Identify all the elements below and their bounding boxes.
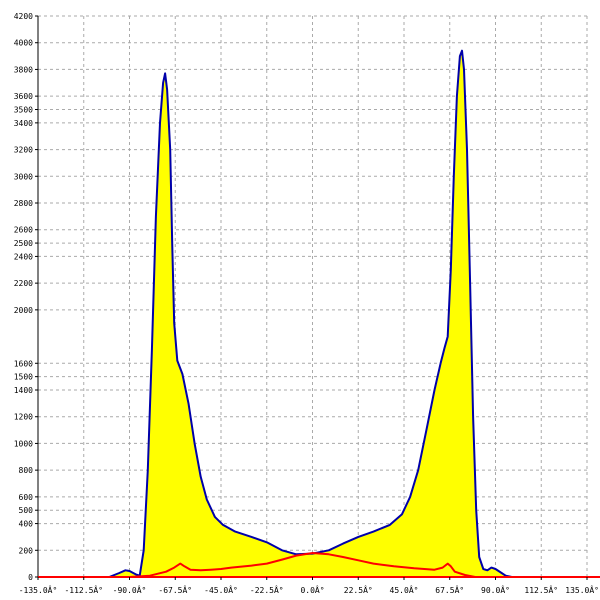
y-tick-label: 1200 [14,413,33,422]
y-tick-label: 4000 [14,39,33,48]
x-tick-labels: -135.0Â° -112.5Â° -90.0Â° -67.5Â° -45.0Â° -22… [19,577,599,595]
x-tick-label: -90.0Â° [113,584,147,595]
series-0-area [109,50,512,577]
x-tick-label: 135.0Â° [565,584,599,595]
y-tick-label: 4200 [14,12,33,21]
y-tick-label: 2200 [14,279,33,288]
y-tick-label: 2600 [14,226,33,235]
x-tick-label: -67.5Â° [158,584,192,595]
y-tick-label: 1000 [14,439,33,448]
x-tick-label: 112.5Â° [524,584,558,595]
x-tick-label: -135.0Â° [19,584,58,595]
axes [37,16,600,578]
x-tick-label: 90.0Â° [481,584,510,595]
series-1-line [38,552,587,578]
y-tick-label: 2500 [14,239,33,248]
grid [37,15,588,577]
y-tick-label: 500 [19,506,34,515]
y-tick-label: 3000 [14,172,33,181]
y-tick-label: 3500 [14,106,33,115]
x-tick-label: -112.5Â° [64,584,103,595]
y-tick-label: 400 [19,520,34,529]
y-tick-label: 0 [28,573,33,582]
series-0-line [108,49,513,578]
x-tick-label: 45.0Â° [390,584,419,595]
y-tick-label: 3200 [14,146,33,155]
y-tick-label: 2800 [14,199,33,208]
y-tick-label: 2400 [14,252,33,261]
y-tick-label: 3600 [14,92,33,101]
y-tick-label: 2000 [14,306,33,315]
y-tick-label: 1500 [14,373,33,382]
y-tick-label: 3800 [14,65,33,74]
y-tick-label: 600 [19,493,34,502]
x-tick-label: 0.0Â° [300,584,324,595]
x-tick-label: 22.5Â° [344,584,373,595]
y-tick-label: 800 [19,466,34,475]
y-tick-labels: 0 200 400 500 600 800 1000 1200 1400 1500 1600 2000… [14,12,38,582]
y-tick-label: 1600 [14,359,33,368]
x-tick-label: -45.0Â° [204,584,238,595]
series-layer [38,49,587,578]
y-tick-label: 3400 [14,119,33,128]
x-tick-label: 67.5Â° [435,584,464,595]
y-tick-label: 200 [19,546,34,555]
y-tick-label: 1400 [14,386,33,395]
x-tick-label: -22.5Â° [250,584,284,595]
